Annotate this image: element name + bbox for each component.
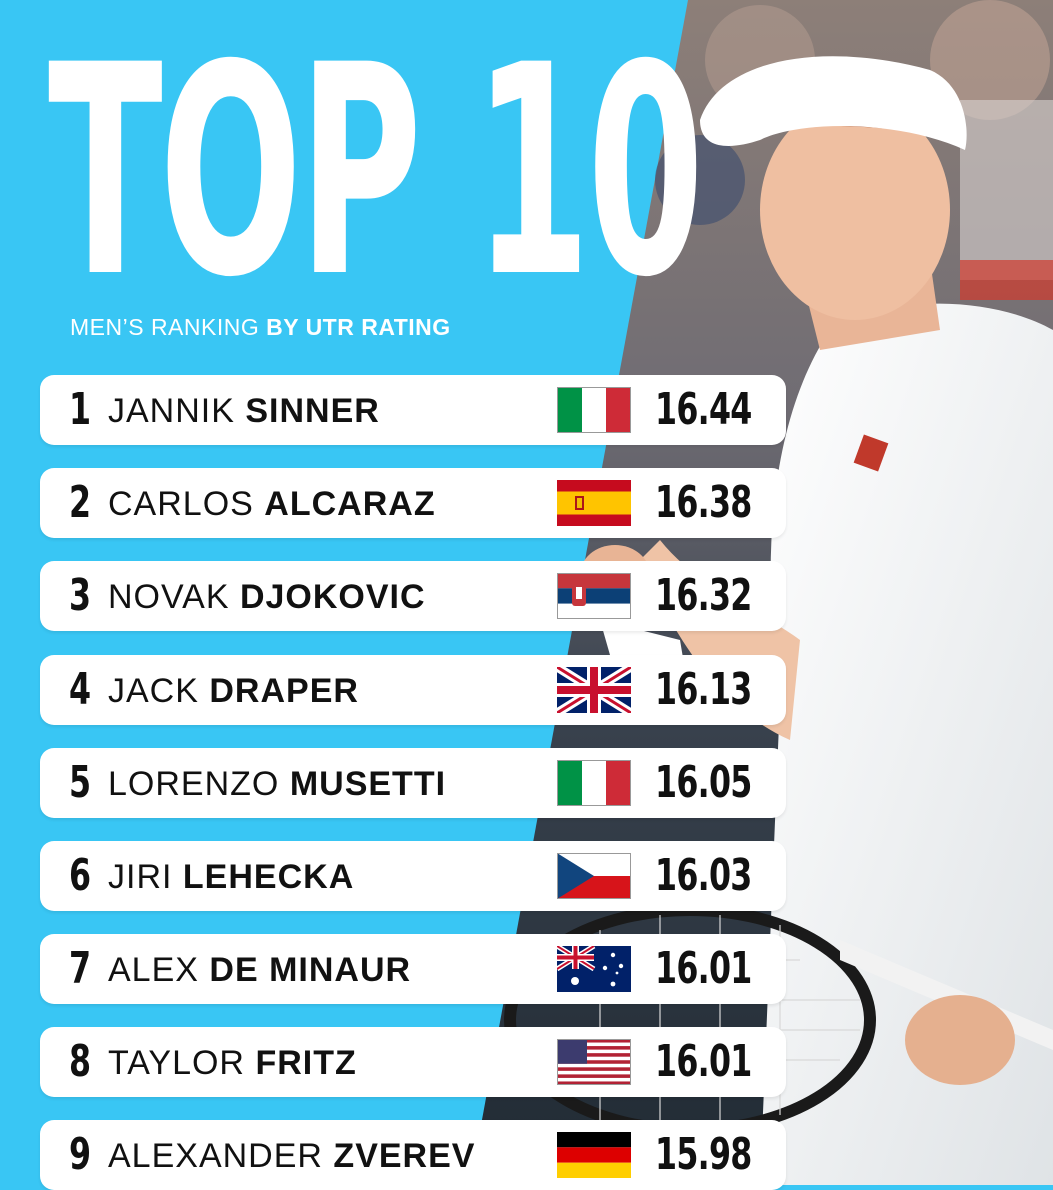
australia-flag-icon: [557, 946, 631, 992]
rank-number: 8: [68, 1036, 92, 1087]
ranking-row: 4 JACK DRAPER 16.13: [40, 655, 786, 725]
player-name: TAYLOR FRITZ: [108, 1045, 357, 1081]
utr-rating: 16.13: [655, 664, 752, 715]
player-name: JACK DRAPER: [108, 673, 359, 709]
utr-rating: 16.32: [655, 570, 752, 621]
last-name: SINNER: [245, 392, 380, 430]
utr-rating: 16.05: [655, 757, 752, 808]
ranking-row: 3 NOVAK DJOKOVIC 16.32: [40, 561, 786, 631]
first-name: JANNIK: [108, 392, 235, 430]
utr-rating: 16.38: [655, 477, 752, 528]
last-name: DJOKOVIC: [239, 578, 426, 616]
first-name: JIRI: [108, 858, 173, 896]
utr-rating: 16.01: [655, 943, 752, 994]
player-name: ALEXANDER ZVEREV: [108, 1138, 475, 1174]
utr-rating: 16.03: [655, 850, 752, 901]
czech-flag-icon: [557, 853, 631, 899]
player-name: NOVAK DJOKOVIC: [108, 579, 426, 615]
rank-number: 6: [68, 850, 92, 901]
player-name: ALEX DE MINAUR: [108, 952, 411, 988]
serbia-flag-icon: [557, 573, 631, 619]
rank-number: 2: [68, 477, 92, 528]
ranking-row: 7 ALEX DE MINAUR 16.01: [40, 934, 786, 1004]
first-name: CARLOS: [108, 485, 254, 523]
first-name: ALEXANDER: [108, 1137, 323, 1175]
rank-number: 1: [68, 384, 92, 435]
first-name: NOVAK: [108, 578, 230, 616]
italy-flag-icon: [557, 760, 631, 806]
utr-rating: 16.01: [655, 1036, 752, 1087]
ranking-row: 2 CARLOS ALCARAZ 16.38: [40, 468, 786, 538]
player-name: LORENZO MUSETTI: [108, 766, 446, 802]
usa-flag-icon: [557, 1039, 631, 1085]
last-name: FRITZ: [255, 1044, 357, 1082]
rank-number: 7: [68, 943, 92, 994]
last-name: ALCARAZ: [264, 485, 436, 523]
subtitle-bold: BY UTR RATING: [266, 314, 451, 340]
rank-number: 5: [68, 757, 92, 808]
page-title: TOP 10: [48, 4, 704, 341]
player-name: JIRI LEHECKA: [108, 859, 354, 895]
first-name: TAYLOR: [108, 1044, 245, 1082]
italy-flag-icon: [557, 387, 631, 433]
subtitle-light: MEN’S RANKING: [70, 314, 260, 340]
spain-flag-icon: [557, 480, 631, 526]
ranking-row: 1 JANNIK SINNER 16.44: [40, 375, 786, 445]
utr-rating: 16.44: [655, 384, 752, 435]
ranking-row: 5 LORENZO MUSETTI 16.05: [40, 748, 786, 818]
utr-rating: 15.98: [655, 1129, 752, 1180]
first-name: LORENZO: [108, 765, 280, 803]
last-name: ZVEREV: [333, 1137, 476, 1175]
ranking-row: 8 TAYLOR FRITZ 16.01: [40, 1027, 786, 1097]
player-name: JANNIK SINNER: [108, 393, 380, 429]
player-name: CARLOS ALCARAZ: [108, 486, 436, 522]
rank-number: 3: [68, 570, 92, 621]
subtitle: MEN’S RANKING BY UTR RATING: [70, 314, 451, 341]
rank-number: 4: [68, 664, 92, 715]
last-name: MUSETTI: [289, 765, 447, 803]
last-name: DRAPER: [209, 672, 359, 710]
uk-flag-icon: [557, 667, 631, 713]
ranking-row: 6 JIRI LEHECKA 16.03: [40, 841, 786, 911]
ranking-row: 9 ALEXANDER ZVEREV 15.98: [40, 1120, 786, 1190]
last-name: DE MINAUR: [209, 951, 412, 989]
first-name: ALEX: [108, 951, 199, 989]
last-name: LEHECKA: [182, 858, 355, 896]
rank-number: 9: [68, 1129, 92, 1180]
first-name: JACK: [108, 672, 199, 710]
germany-flag-icon: [557, 1132, 631, 1178]
